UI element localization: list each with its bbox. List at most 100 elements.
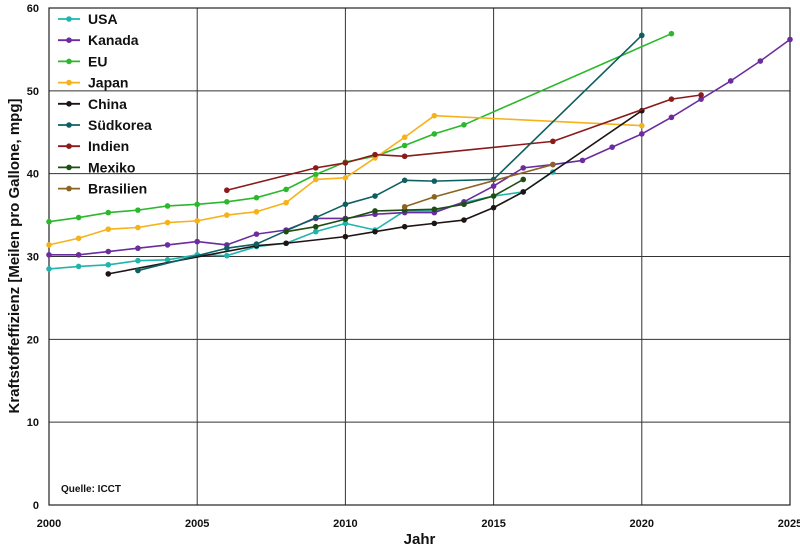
y-tick-label: 50 <box>27 86 39 98</box>
legend-swatch-marker <box>66 79 72 86</box>
legend-item: Kanada <box>58 32 139 48</box>
legend-item: Südkorea <box>58 117 152 133</box>
x-tick-labels: 2000 2005 2010 2015 2020 2025 <box>37 518 800 530</box>
legend-item: Indien <box>58 138 129 154</box>
series-china <box>105 107 645 277</box>
legend-swatch-marker <box>66 143 72 149</box>
legend-swatch-marker <box>66 101 72 107</box>
data-point <box>224 187 230 194</box>
x-tick-label: 2000 <box>37 518 61 530</box>
data-point <box>312 223 319 230</box>
data-point <box>372 193 378 199</box>
data-point <box>194 238 200 245</box>
data-point <box>75 252 82 258</box>
data-point <box>105 248 112 255</box>
data-point <box>253 208 260 215</box>
data-point <box>431 131 438 137</box>
data-point <box>639 122 645 129</box>
data-point <box>135 245 141 252</box>
data-point <box>372 228 378 235</box>
data-point <box>668 30 675 37</box>
data-point <box>401 153 408 160</box>
data-point <box>431 220 438 227</box>
series-indien <box>224 92 704 194</box>
series-brasilien <box>401 161 556 210</box>
data-point <box>401 204 408 210</box>
source-annotation: Quelle: ICCT <box>61 484 121 495</box>
data-point <box>520 176 527 183</box>
data-point <box>253 194 260 201</box>
data-point <box>490 183 497 189</box>
data-point <box>312 165 319 171</box>
legend: USA Kanada EU Japan China Südkorea Indien Mexik… <box>58 11 152 197</box>
series-line <box>137 34 643 272</box>
y-tick-labels: 0 10 20 30 40 50 60 <box>27 3 39 512</box>
series-lines <box>46 30 793 277</box>
data-point <box>401 223 408 230</box>
data-point <box>46 266 52 272</box>
data-point <box>283 199 289 206</box>
y-axis-title: Kraftstoffeffizienz [Meilen pro Gallone,… <box>6 98 23 413</box>
series-line <box>226 94 702 192</box>
legend-label: EU <box>88 53 107 69</box>
legend-label: Kanada <box>88 32 139 48</box>
data-point <box>520 189 527 195</box>
legend-item: Japan <box>58 75 128 91</box>
data-point <box>224 212 230 218</box>
series-japan <box>46 112 645 248</box>
data-point <box>461 217 467 223</box>
data-point <box>253 231 260 237</box>
data-point <box>75 263 82 270</box>
data-point <box>312 228 319 235</box>
data-point <box>312 214 319 221</box>
data-point <box>105 226 112 232</box>
x-tick-label: 2010 <box>333 518 357 530</box>
data-point <box>550 161 556 168</box>
data-point <box>342 175 349 181</box>
legend-label: USA <box>88 11 118 27</box>
data-point <box>312 176 319 183</box>
legend-item: Brasilien <box>58 181 147 197</box>
data-point <box>75 214 82 221</box>
legend-swatch-marker <box>66 185 72 192</box>
data-point <box>520 165 527 171</box>
x-tick-label: 2020 <box>630 518 654 530</box>
data-point <box>431 178 438 184</box>
data-point <box>698 92 704 98</box>
data-point <box>105 209 112 216</box>
data-point <box>75 235 82 242</box>
data-point <box>164 242 171 248</box>
data-point <box>342 220 349 227</box>
series-line <box>49 38 791 256</box>
data-point <box>342 233 349 240</box>
data-point <box>401 142 408 149</box>
data-point <box>342 216 349 223</box>
data-point <box>461 201 467 208</box>
data-point <box>135 224 141 231</box>
legend-item: Mexiko <box>58 159 135 175</box>
data-point <box>609 144 615 150</box>
legend-swatch-marker <box>66 58 72 65</box>
legend-item: China <box>58 96 127 112</box>
data-point <box>490 204 497 211</box>
legend-swatch-marker <box>66 164 72 171</box>
data-point <box>431 206 438 213</box>
data-point <box>342 201 349 208</box>
data-point <box>283 186 289 193</box>
data-point <box>372 208 378 214</box>
data-point <box>105 261 112 268</box>
series-line <box>48 171 554 270</box>
y-tick-label: 60 <box>27 3 39 15</box>
data-point <box>579 157 586 164</box>
data-point <box>312 171 319 178</box>
x-tick-label: 2015 <box>481 518 505 530</box>
data-point <box>164 219 171 226</box>
data-point <box>135 257 141 264</box>
legend-swatch-marker <box>66 16 72 22</box>
data-point <box>253 241 260 247</box>
data-point <box>135 267 141 274</box>
data-point <box>490 193 497 199</box>
data-point <box>135 207 141 213</box>
data-point <box>194 218 200 224</box>
